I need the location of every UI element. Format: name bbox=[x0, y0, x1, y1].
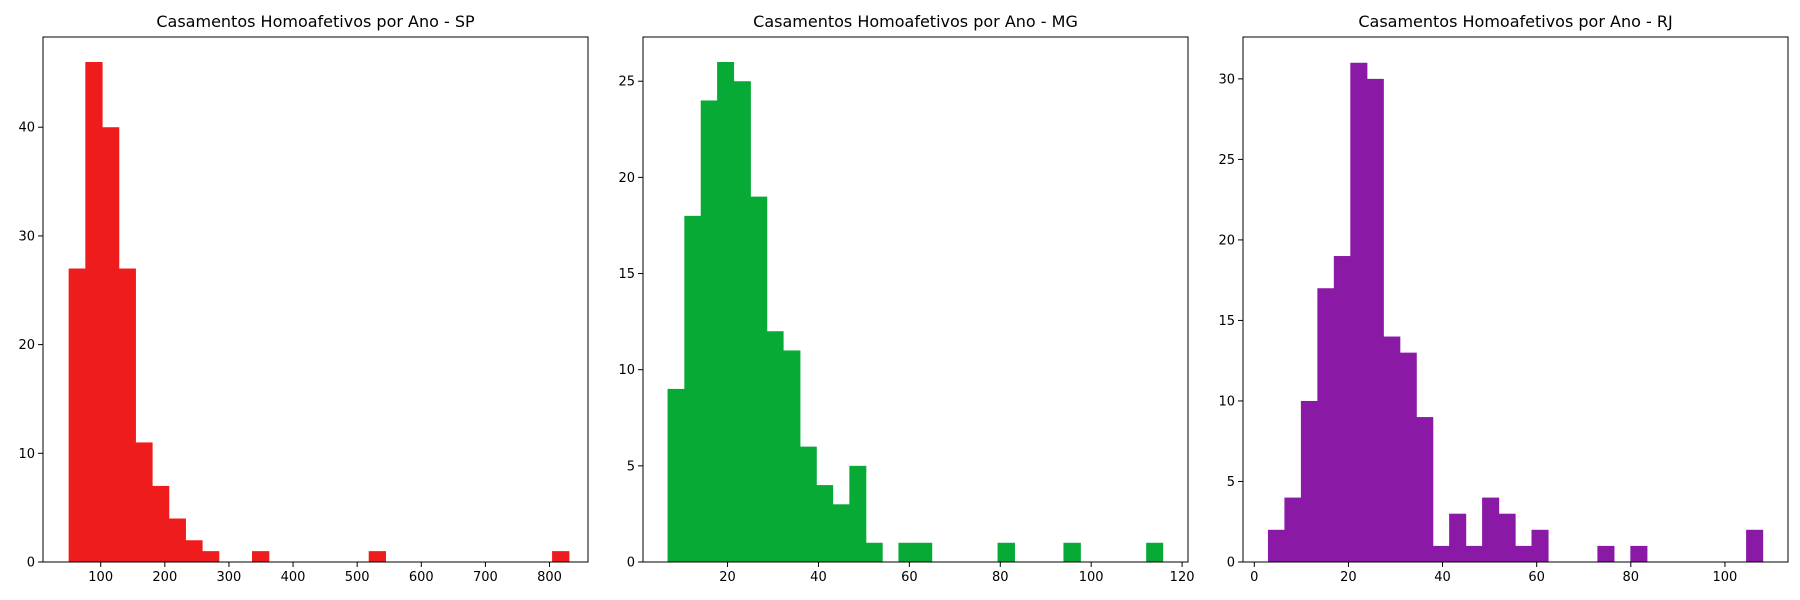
x-tick-label: 120 bbox=[1170, 570, 1195, 585]
axes-frame bbox=[642, 36, 1189, 563]
histogram-bar bbox=[368, 551, 386, 562]
x-tick-label: 20 bbox=[1340, 570, 1357, 585]
histogram-bar bbox=[135, 442, 153, 562]
x-tick-label: 300 bbox=[217, 570, 242, 585]
histogram-bar bbox=[1531, 529, 1549, 562]
x-tick-label: 20 bbox=[719, 570, 736, 585]
histogram-bar bbox=[1432, 545, 1450, 562]
x-tick-label: 60 bbox=[1528, 570, 1545, 585]
y-tick-label: 5 bbox=[1227, 475, 1235, 490]
chart-panel-3: 0 20 40 60 80 100 0 5 10 15 20 25 30 Casamentos Homoa… bbox=[1218, 12, 1789, 585]
y-tick-label: 10 bbox=[1218, 394, 1235, 409]
histogram-bar bbox=[252, 551, 270, 562]
x-tick-label: 700 bbox=[473, 570, 498, 585]
y-tick-label: 30 bbox=[1218, 72, 1235, 87]
histogram-bar bbox=[1449, 513, 1467, 562]
histogram-bar bbox=[799, 446, 817, 562]
y-tick-label: 0 bbox=[627, 556, 635, 571]
histogram-bar bbox=[85, 62, 103, 562]
x-tick-label: 600 bbox=[409, 570, 434, 585]
y-tick-label: 40 bbox=[18, 121, 35, 136]
x-tick-label: 80 bbox=[992, 570, 1009, 585]
axes-frame bbox=[1242, 36, 1789, 563]
histogram-bar bbox=[1465, 545, 1483, 562]
x-tick-label: 800 bbox=[537, 570, 562, 585]
x-tick-label: 200 bbox=[152, 570, 177, 585]
histogram-bar bbox=[1482, 497, 1500, 562]
histogram-bar bbox=[849, 465, 867, 562]
histogram-bar bbox=[185, 540, 203, 562]
histogram-bar bbox=[1383, 336, 1401, 562]
histogram-bar bbox=[1498, 513, 1516, 562]
histogram-bar bbox=[915, 542, 933, 562]
histogram-bar bbox=[997, 542, 1015, 562]
y-tick-label: 20 bbox=[618, 171, 635, 186]
histogram-bar bbox=[1146, 542, 1164, 562]
histogram-bar bbox=[700, 100, 718, 563]
histogram-bar bbox=[1399, 352, 1417, 562]
y-tick-label: 30 bbox=[18, 229, 35, 244]
x-tick-label: 100 bbox=[88, 570, 113, 585]
histogram-bar bbox=[783, 350, 801, 562]
x-tick-label: 40 bbox=[1434, 570, 1451, 585]
histogram-bar bbox=[816, 485, 834, 562]
x-tick-label: 400 bbox=[281, 570, 306, 585]
histogram-bar bbox=[101, 127, 120, 562]
y-tick-label: 0 bbox=[1227, 556, 1235, 571]
histogram-bar bbox=[1416, 417, 1434, 562]
y-tick-label: 25 bbox=[618, 75, 635, 90]
histogram-bar bbox=[68, 268, 86, 562]
histogram-bar bbox=[1063, 542, 1081, 562]
histogram-bar bbox=[684, 215, 702, 562]
histogram-bar bbox=[1333, 256, 1351, 562]
histogram-bar bbox=[1597, 545, 1615, 562]
histogram-bar bbox=[168, 518, 186, 562]
chart-panel-1: 100 200 300 400 500 600 700 800 0 10 20 30 40 Casamen… bbox=[18, 12, 589, 585]
y-tick-label: 5 bbox=[627, 459, 635, 474]
histogram-bar bbox=[1300, 400, 1318, 562]
histogram-bar bbox=[733, 81, 751, 562]
chart-title: Casamentos Homoafetivos por Ano - SP bbox=[156, 12, 475, 31]
x-tick-label: 60 bbox=[901, 570, 918, 585]
histogram-bar bbox=[552, 551, 570, 562]
histogram-bar bbox=[898, 542, 916, 562]
histogram-bar bbox=[118, 268, 136, 562]
x-tick-label: 500 bbox=[345, 570, 370, 585]
histogram-bar bbox=[1630, 545, 1648, 562]
y-tick-label: 15 bbox=[1218, 314, 1235, 329]
y-tick-label: 15 bbox=[618, 267, 635, 282]
chart-title: Casamentos Homoafetivos por Ano - RJ bbox=[1358, 12, 1672, 31]
histogram-bar bbox=[766, 331, 784, 562]
y-tick-label: 20 bbox=[18, 338, 35, 353]
x-tick-label: 100 bbox=[1713, 570, 1738, 585]
axes-frame bbox=[42, 36, 589, 563]
x-tick-label: 40 bbox=[810, 570, 827, 585]
histogram-bar bbox=[152, 485, 170, 562]
histogram-bar bbox=[865, 542, 883, 562]
histogram-bar bbox=[1284, 497, 1302, 562]
histogram-bar bbox=[202, 551, 220, 562]
x-tick-label: 0 bbox=[1250, 570, 1258, 585]
histogram-bar bbox=[1350, 62, 1368, 563]
y-tick-label: 10 bbox=[618, 363, 635, 378]
histogram-bar bbox=[750, 196, 768, 562]
y-tick-label: 25 bbox=[1218, 153, 1235, 168]
histogram-bar bbox=[667, 388, 685, 562]
histogram-bar bbox=[832, 504, 850, 562]
histogram-bar bbox=[1267, 529, 1286, 562]
x-tick-label: 80 bbox=[1623, 570, 1640, 585]
chart-panel-2: 20 40 60 80 100 120 0 5 10 15 20 25 Casamentos Homoa… bbox=[618, 12, 1194, 585]
y-tick-label: 10 bbox=[18, 447, 35, 462]
histogram-bar bbox=[1317, 288, 1335, 562]
histogram-bar bbox=[1746, 529, 1764, 562]
x-tick-label: 100 bbox=[1079, 570, 1104, 585]
histogram-bar bbox=[1366, 78, 1384, 563]
chart-title: Casamentos Homoafetivos por Ano - MG bbox=[753, 12, 1078, 31]
y-tick-label: 20 bbox=[1218, 233, 1235, 248]
histogram-bar bbox=[717, 62, 735, 562]
histogram-bar bbox=[1515, 545, 1533, 562]
y-tick-label: 0 bbox=[27, 556, 35, 571]
